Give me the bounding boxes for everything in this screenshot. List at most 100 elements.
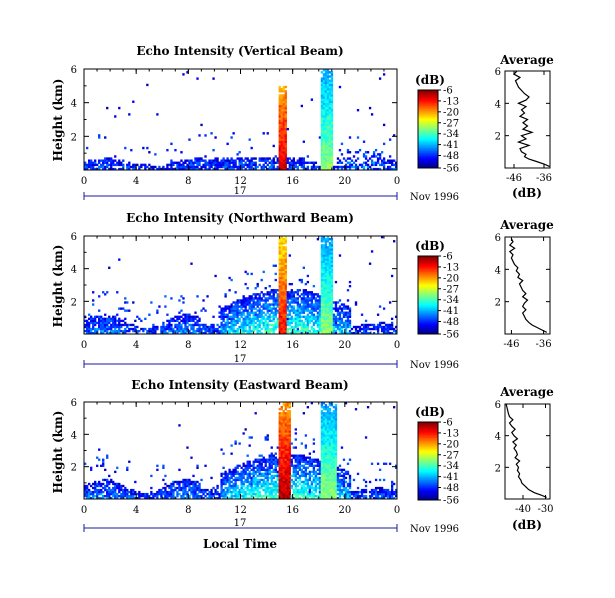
heatmap-cell (100, 490, 103, 494)
heatmap-cell (278, 252, 281, 255)
heatmap-cell (210, 161, 213, 164)
heatmap-cell (320, 106, 324, 110)
heatmap-cell (242, 490, 245, 494)
heatmap-cell (120, 325, 123, 329)
heatmap-cell (240, 488, 243, 492)
heatmap-cell (330, 270, 334, 274)
heatmap-cell (284, 148, 287, 152)
heatmap-cell (86, 163, 89, 167)
heatmap-cell (340, 329, 344, 333)
heatmap-cell (222, 163, 225, 167)
heatmap-cell (232, 132, 235, 135)
heatmap-cell (276, 305, 279, 308)
heatmap-cell (330, 240, 334, 243)
heatmap-cell (180, 165, 183, 169)
heatmap-cell (342, 494, 346, 498)
heatmap-cell (320, 466, 324, 469)
heatmap-cell (278, 262, 281, 265)
heatmap-cell (324, 313, 328, 316)
heatmap-cell (252, 472, 255, 476)
heatmap-cell (326, 416, 330, 419)
heatmap-cell (326, 440, 330, 443)
heatmap-cell (186, 490, 189, 494)
heatmap-cell (124, 321, 127, 325)
heatmap-cell (114, 331, 117, 335)
heatmap-cell (324, 438, 328, 441)
heatmap-cell (88, 488, 91, 492)
heatmap-cell (306, 325, 310, 329)
heatmap-cell (334, 456, 338, 459)
heatmap-cell (246, 462, 249, 465)
heatmap-cell (252, 307, 255, 310)
heatmap-cell (250, 321, 253, 325)
heatmap-cell (190, 159, 193, 162)
heatmap-cell (312, 293, 316, 296)
heatmap-cell (248, 444, 251, 447)
heatmap-cell (246, 319, 249, 323)
heatmap-cell (218, 496, 221, 500)
heatmap-cell (282, 414, 285, 417)
heatmap-cell (278, 317, 281, 321)
heatmap-cell (184, 331, 187, 335)
heatmap-cell (294, 470, 297, 474)
heatmap-cell (318, 325, 322, 329)
heatmap-cell (282, 432, 285, 435)
heatmap-cell (120, 488, 123, 492)
heatmap-cell (280, 254, 283, 257)
heatmap-cell (196, 323, 199, 327)
heatmap-cell (270, 474, 273, 478)
heatmap-cell (320, 236, 324, 239)
heatmap-cell (138, 167, 141, 171)
heatmap-cell (222, 472, 225, 476)
heatmap-cell (226, 478, 229, 482)
heatmap-cell (322, 307, 326, 310)
y-tick-label: 6 (71, 65, 77, 76)
heatmap-cell (326, 104, 330, 108)
heatmap-cell (310, 301, 314, 304)
heatmap-cell (278, 494, 281, 498)
heatmap-cell (202, 327, 205, 331)
heatmap-cell (320, 305, 324, 308)
heatmap-cell (330, 100, 334, 103)
heatmap-cell (198, 161, 201, 164)
heatmap-cell (364, 325, 368, 329)
heatmap-cell (224, 480, 227, 484)
heatmap-cell (320, 404, 324, 407)
heatmap-cell (224, 470, 227, 474)
heatmap-cell (280, 496, 283, 500)
heatmap-cell (252, 157, 255, 160)
heatmap-cell (328, 98, 332, 101)
heatmap-cell (248, 476, 251, 480)
heatmap-cell (270, 159, 273, 162)
heatmap-cell (382, 307, 386, 310)
heatmap-cell (308, 456, 312, 459)
heatmap-cell (332, 424, 336, 427)
heatmap-cell (344, 321, 348, 325)
heatmap-cell (308, 311, 312, 314)
heatmap-cell (92, 291, 95, 294)
heatmap-cell (178, 325, 181, 329)
heatmap-cell (176, 331, 179, 335)
heatmap-cell (282, 323, 285, 327)
heatmap-cell (274, 315, 277, 318)
heatmap-cell (278, 327, 281, 331)
heatmap-cell (366, 159, 370, 162)
heatmap-cell (294, 309, 297, 312)
heatmap-cell (180, 496, 183, 500)
heatmap-cell (328, 161, 332, 164)
heatmap-cell (304, 282, 308, 286)
heatmap-cell (84, 167, 87, 171)
heatmap-cell (240, 321, 243, 325)
heatmap-cell (242, 432, 245, 435)
heatmap-cell (232, 159, 235, 162)
heatmap-cell (112, 161, 115, 164)
heatmap-cell (332, 420, 336, 423)
heatmap-cell (334, 329, 338, 333)
heatmap-cell (266, 494, 269, 498)
heatmap-cell (366, 331, 370, 335)
heatmap-cell (306, 315, 310, 318)
heatmap-cell (274, 289, 277, 292)
heatmap-cell (272, 317, 275, 321)
heatmap-cell (274, 155, 277, 158)
heatmap-cell (330, 81, 334, 85)
